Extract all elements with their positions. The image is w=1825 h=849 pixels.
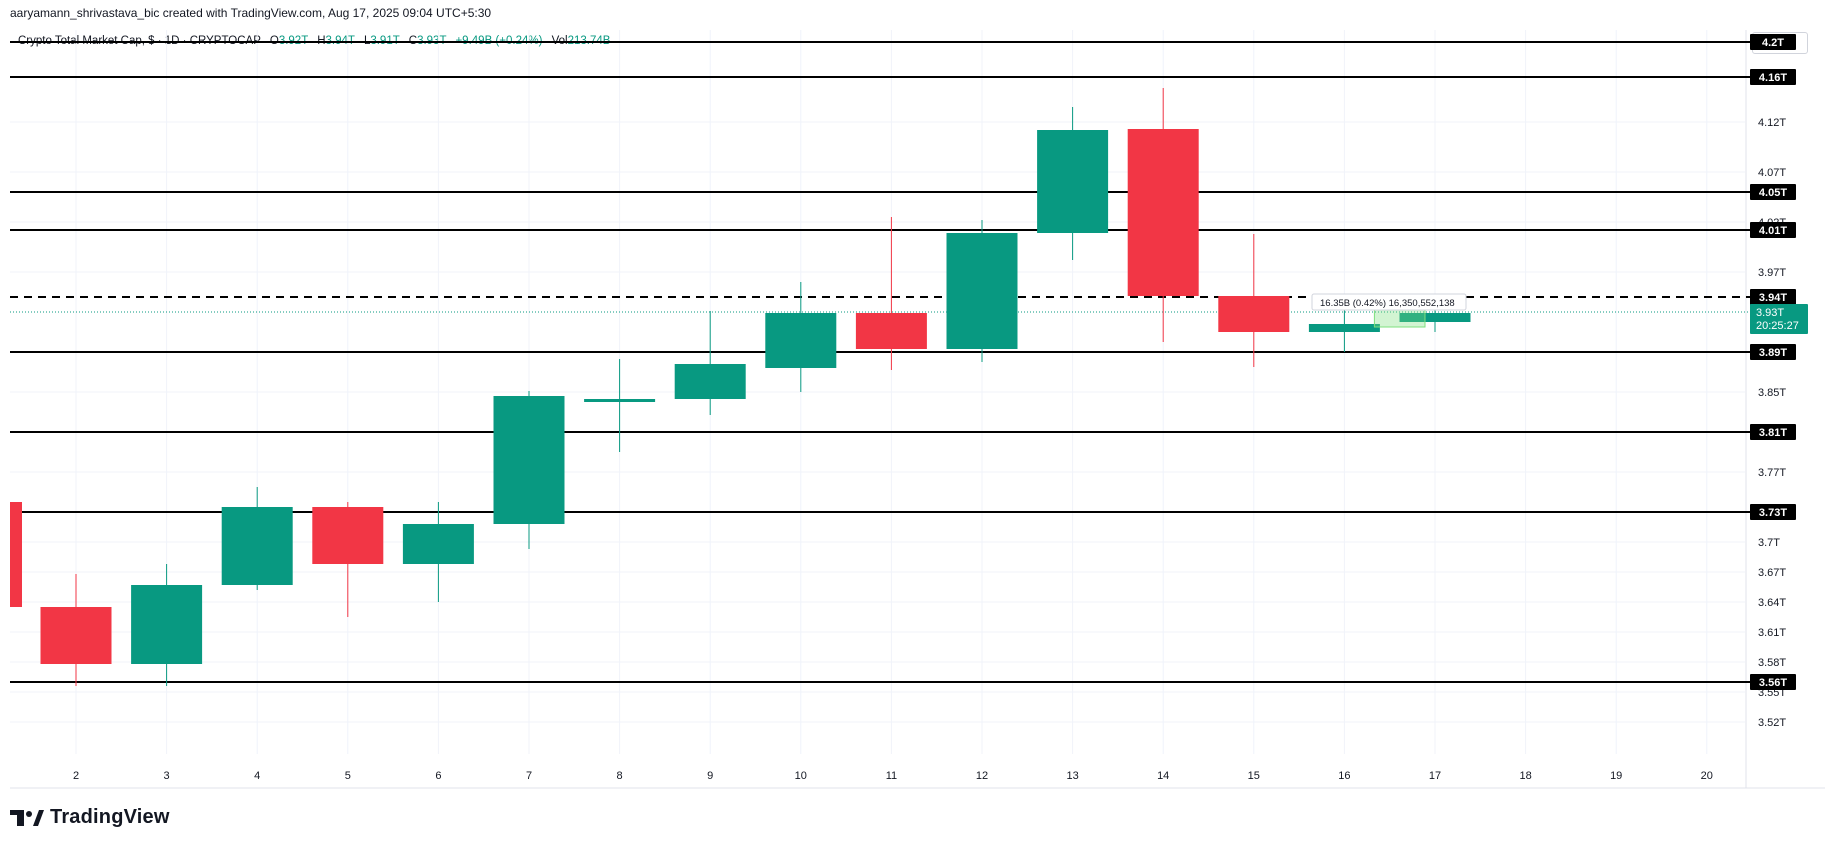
price-tick-label: 3.85T xyxy=(1758,387,1786,399)
candle-body-up xyxy=(493,396,565,524)
candle-body-up xyxy=(221,507,293,585)
candle-body-up xyxy=(402,524,474,564)
time-tick-label: 13 xyxy=(1066,770,1078,782)
tradingview-logo-icon xyxy=(10,809,44,826)
price-tick-label: 3.67T xyxy=(1758,567,1786,579)
countdown-label: 20:25:27 xyxy=(1756,320,1799,332)
time-tick-label: 15 xyxy=(1248,770,1260,782)
time-tick-label: 2 xyxy=(73,770,79,782)
time-tick-label: 19 xyxy=(1610,770,1622,782)
price-tick-label: 3.52T xyxy=(1758,717,1786,729)
level-price-tag xyxy=(1750,424,1796,440)
candle-body-down xyxy=(1218,296,1290,332)
logo-text: TradingView xyxy=(50,806,170,828)
level-price-tag xyxy=(1750,69,1796,85)
price-tick-label: 3.97T xyxy=(1758,267,1786,279)
candle-body-up xyxy=(765,313,837,368)
level-price-tag xyxy=(1750,344,1796,360)
level-price-label: 4.2T xyxy=(1762,37,1784,49)
price-tick-label: 3.64T xyxy=(1758,597,1786,609)
time-axis: 2 3 4 5 6 7 8 9 10 11 12 13 14 15 16 17 18 19 20 xyxy=(73,770,1713,782)
price-tick-label: 3.58T xyxy=(1758,657,1786,669)
time-tick-label: 14 xyxy=(1157,770,1169,782)
level-price-label: 4.05T xyxy=(1759,187,1787,199)
grid-lines xyxy=(10,30,1825,789)
level-price-tag xyxy=(1750,674,1796,690)
support-resistance-lines xyxy=(10,41,1750,683)
candle-body-down xyxy=(10,502,22,607)
price-tick-label: 4.12T xyxy=(1758,117,1786,129)
measurement-tool: 16.35B (0.42%) 16,350,552,138 xyxy=(1311,293,1467,328)
candle-body-down xyxy=(40,607,112,664)
measurement-box xyxy=(1373,308,1426,328)
symbol-legend: Crypto Total Market Cap, $ · 1D · CRYPTO… xyxy=(18,35,610,47)
level-price-tag xyxy=(1750,504,1796,520)
dashed-level-price-label: 3.94T xyxy=(1759,292,1787,304)
candle-body-down xyxy=(855,313,927,349)
dashed-level-price-tag xyxy=(1750,289,1796,305)
time-tick-label: 5 xyxy=(345,770,351,782)
level-price-tag xyxy=(1750,34,1796,50)
time-tick-label: 18 xyxy=(1519,770,1531,782)
time-tick-label: 11 xyxy=(886,770,897,782)
time-tick-label: 3 xyxy=(164,770,170,782)
candle-body-up xyxy=(1399,313,1471,322)
time-tick-label: 10 xyxy=(795,770,807,782)
price-tick-label: 3.61T xyxy=(1758,627,1786,639)
measurement-tooltip-bg xyxy=(1311,293,1467,311)
level-price-label: 4.01T xyxy=(1759,225,1787,237)
candles xyxy=(10,88,1471,686)
price-axis: 3.52T3.55T3.58T3.61T3.64T3.67T3.7T3.77T3… xyxy=(1750,34,1808,729)
candle-body-up xyxy=(131,585,203,664)
candle-body-down xyxy=(1127,129,1199,296)
time-tick-label: 12 xyxy=(976,770,988,782)
last-price-tag xyxy=(1750,304,1808,334)
candle-body-up xyxy=(946,233,1018,349)
level-price-label: 3.56T xyxy=(1759,677,1787,689)
chart-attribution: aaryamann_shrivastava_bic created with T… xyxy=(10,6,492,20)
price-tick-label: 3.7T xyxy=(1758,537,1780,549)
candle-body-up xyxy=(1037,130,1109,233)
time-tick-label: 20 xyxy=(1701,770,1713,782)
level-price-label: 3.73T xyxy=(1759,507,1787,519)
level-price-tag xyxy=(1750,222,1796,238)
time-tick-label: 4 xyxy=(254,770,260,782)
last-price-label: 3.93T xyxy=(1756,307,1784,319)
level-price-label: 4.16T xyxy=(1759,72,1787,84)
price-tick-label: 4.07T xyxy=(1758,167,1786,179)
time-tick-label: 6 xyxy=(435,770,441,782)
price-tick-label: 3.77T xyxy=(1758,467,1786,479)
level-price-label: 3.89T xyxy=(1759,347,1787,359)
candle-body-up xyxy=(584,399,656,402)
time-tick-label: 7 xyxy=(526,770,532,782)
time-tick-label: 16 xyxy=(1338,770,1350,782)
tradingview-logo[interactable]: TradingView xyxy=(10,806,170,829)
level-price-tag xyxy=(1750,184,1796,200)
candle-body-down xyxy=(312,507,384,564)
candle-body-up xyxy=(1308,324,1380,332)
candle-body-up xyxy=(674,364,746,399)
time-tick-label: 9 xyxy=(707,770,713,782)
level-price-label: 3.81T xyxy=(1759,427,1787,439)
time-tick-label: 8 xyxy=(617,770,623,782)
time-tick-label: 17 xyxy=(1429,770,1441,782)
measurement-tooltip-text: 16.35B (0.42%) 16,350,552,138 xyxy=(1320,298,1455,309)
